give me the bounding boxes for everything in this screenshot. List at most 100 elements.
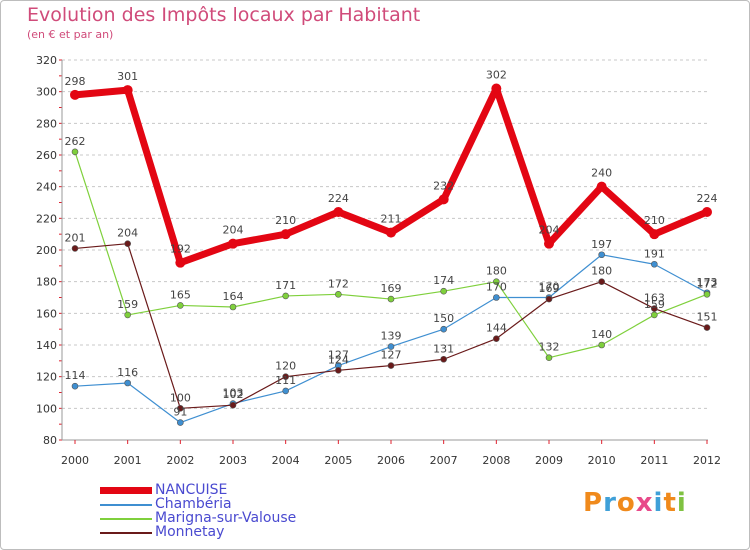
y-tick-label: 180 — [36, 276, 57, 289]
data-point — [335, 367, 342, 374]
data-point — [229, 303, 237, 311]
y-tick-label: 80 — [43, 434, 57, 447]
data-point — [387, 343, 395, 350]
data-point — [598, 251, 605, 259]
data-label: 169 — [539, 282, 560, 295]
data-label: 180 — [591, 265, 612, 278]
logo-letter: r — [603, 488, 617, 518]
legend-swatch-nancuise — [100, 487, 152, 494]
x-tick-label: 2005 — [324, 454, 352, 467]
y-tick-label: 320 — [36, 54, 57, 67]
data-label: 102 — [223, 388, 244, 401]
y-tick-label: 160 — [36, 307, 57, 320]
data-point — [491, 83, 502, 94]
data-point — [440, 355, 447, 363]
data-point — [703, 324, 711, 331]
data-label: 127 — [328, 349, 349, 362]
data-point — [598, 341, 605, 349]
data-label: 172 — [328, 277, 349, 290]
proxiti-logo: Proxiti — [583, 488, 687, 518]
legend-item-chamberia: Chambéria — [100, 496, 400, 512]
data-point — [387, 295, 395, 303]
data-point — [70, 89, 80, 100]
data-label: 240 — [591, 167, 612, 180]
data-label: 204 — [223, 224, 244, 237]
logo-letter: x — [635, 488, 654, 518]
data-label: 197 — [591, 238, 612, 251]
legend-label-nancuise: NANCUISE — [155, 482, 228, 498]
data-label: 224 — [328, 192, 349, 205]
y-tick-label: 140 — [36, 339, 57, 352]
data-label: 173 — [697, 276, 718, 289]
data-point — [493, 294, 500, 301]
data-point — [596, 181, 607, 192]
data-label: 210 — [644, 214, 665, 227]
data-point — [282, 292, 289, 300]
logo-letter: P — [583, 488, 604, 518]
data-point — [124, 240, 131, 247]
data-label: 232 — [433, 179, 454, 192]
x-tick-label: 2002 — [166, 454, 194, 467]
data-label: 211 — [381, 213, 402, 226]
logo-letter: i — [676, 488, 687, 518]
data-label: 301 — [117, 70, 138, 83]
data-point — [651, 305, 658, 312]
data-point — [545, 354, 553, 361]
x-tick-label: 2008 — [482, 454, 510, 467]
data-point — [229, 401, 237, 409]
data-point — [71, 382, 79, 390]
data-label: 163 — [644, 292, 665, 305]
data-label: 114 — [65, 369, 86, 382]
data-point — [598, 278, 605, 285]
data-label: 91 — [173, 406, 187, 419]
data-point — [440, 325, 447, 333]
data-point — [333, 207, 344, 217]
legend-label-chamberia: Chambéria — [155, 496, 232, 512]
data-label: 172 — [697, 277, 718, 290]
x-tick-label: 2003 — [219, 454, 247, 467]
data-label: 210 — [275, 214, 296, 227]
x-tick-label: 2009 — [535, 454, 563, 467]
data-label: 170 — [539, 281, 560, 294]
x-tick-label: 2007 — [430, 454, 458, 467]
data-point — [335, 291, 342, 298]
data-label: 144 — [486, 322, 507, 335]
legend-item-nancuise: NANCUISE — [100, 482, 400, 498]
legend: NANCUISE Chambéria Marigna-sur-Valouse M… — [100, 482, 400, 540]
legend-label-monnetay: Monnetay — [155, 524, 225, 540]
data-label: 111 — [275, 374, 296, 387]
x-tick-label: 2012 — [693, 454, 721, 467]
data-label: 140 — [591, 328, 612, 341]
data-label: 103 — [223, 387, 244, 400]
data-label: 124 — [328, 353, 349, 366]
data-point — [440, 287, 447, 295]
y-tick-label: 100 — [36, 402, 57, 415]
data-point — [651, 311, 658, 319]
data-point — [282, 373, 289, 380]
legend-swatch-marigna — [100, 518, 152, 520]
data-point — [545, 295, 553, 303]
data-point — [177, 302, 184, 309]
data-point — [651, 260, 658, 268]
data-point — [438, 194, 449, 205]
data-point — [702, 207, 712, 217]
legend-swatch-chamberia — [100, 504, 152, 506]
data-label: 165 — [170, 288, 191, 301]
data-label: 204 — [117, 227, 138, 240]
legend-swatch-monnetay — [100, 532, 152, 534]
data-point — [124, 311, 131, 319]
data-label: 127 — [381, 349, 402, 362]
data-label: 131 — [433, 342, 454, 355]
data-point — [175, 257, 186, 268]
data-label: 100 — [170, 391, 191, 404]
data-label: 262 — [65, 135, 86, 148]
data-label: 170 — [486, 281, 507, 294]
legend-label-marigna: Marigna-sur-Valouse — [155, 510, 297, 526]
data-point — [71, 245, 79, 252]
data-label: 171 — [275, 279, 296, 292]
x-tick-label: 2011 — [640, 454, 668, 467]
y-tick-label: 300 — [36, 86, 57, 99]
data-label: 159 — [644, 298, 665, 311]
x-tick-label: 2000 — [61, 454, 89, 467]
